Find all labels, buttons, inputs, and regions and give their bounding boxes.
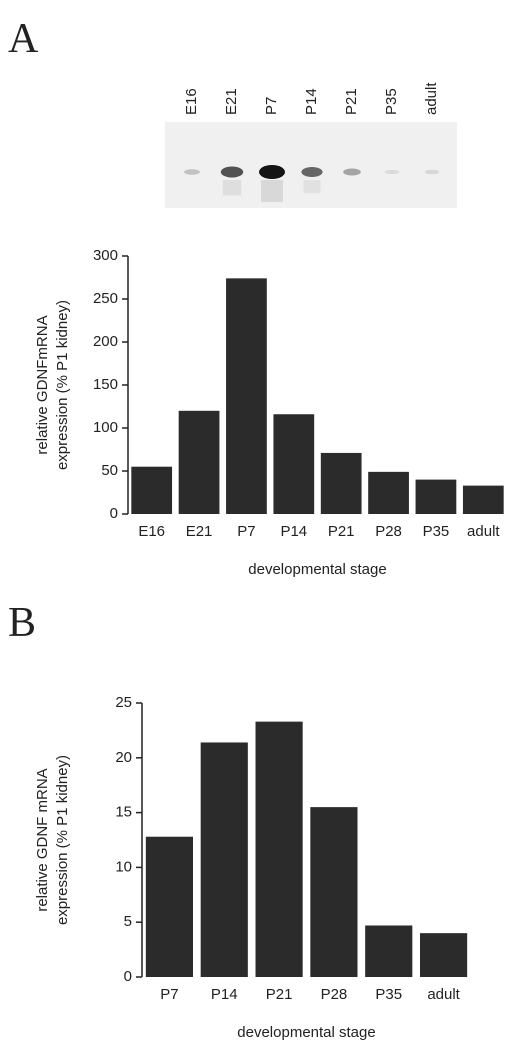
lane-label: P35 xyxy=(383,88,400,115)
bar xyxy=(178,410,220,514)
chart-b: 0 5 10 15 20 25 P7 P14 P21 P28 P35 adult development… xyxy=(34,694,468,1041)
y-axis-title-line1: relative GDNF mRNA xyxy=(34,768,51,911)
y-tick-label: 150 xyxy=(93,376,118,393)
x-tick-label: P28 xyxy=(375,523,402,540)
y-tick-label: 300 xyxy=(93,247,118,264)
y-axis-title-line2: expression (% P1 kidney) xyxy=(54,755,71,925)
bar xyxy=(200,742,248,977)
bar xyxy=(131,466,173,514)
y-tick-label: 250 xyxy=(93,290,118,307)
y-tick-label: 0 xyxy=(124,968,132,985)
chart-a: 0 50 100 150 200 250 300 E16 E21 P7 P14 P21 P28 P35 ad… xyxy=(34,247,504,578)
y-tick-label: 25 xyxy=(115,694,132,711)
lane-label: P7 xyxy=(263,97,280,115)
x-tick-label: P35 xyxy=(375,986,402,1003)
northern-blot: E16 E21 P7 P14 P21 P35 adult xyxy=(165,82,457,208)
bar xyxy=(462,485,504,514)
y-tick-label: 20 xyxy=(115,749,132,766)
blot-band xyxy=(424,169,440,175)
bar xyxy=(368,471,409,514)
blot-band xyxy=(184,169,200,175)
x-tick-label: P14 xyxy=(280,523,307,540)
blot-membrane xyxy=(165,122,457,208)
y-tick-label: 50 xyxy=(101,462,118,479)
x-tick-label: P7 xyxy=(160,986,178,1003)
x-tick-label: adult xyxy=(467,523,500,540)
lane-label: P14 xyxy=(303,88,320,115)
blot-band xyxy=(343,168,361,176)
y-axis-title-line2: expression (% P1 kidney) xyxy=(54,300,71,470)
y-axis-title-line1: relative GDNFmRNA xyxy=(34,315,51,454)
lane-label: E21 xyxy=(223,88,240,115)
blot-smear xyxy=(261,180,283,202)
blot-band xyxy=(259,165,285,179)
lane-label: P21 xyxy=(343,88,360,115)
x-tick-label: P14 xyxy=(211,986,238,1003)
x-tick-label: P35 xyxy=(423,523,450,540)
bar xyxy=(145,836,193,977)
bar xyxy=(415,479,457,514)
x-axis-title: developmental stage xyxy=(237,1024,375,1041)
panel-letter-a: A xyxy=(8,16,39,62)
y-tick-label: 200 xyxy=(93,333,118,350)
blot-band xyxy=(384,169,400,175)
blot-smear xyxy=(303,180,321,194)
x-tick-label: E21 xyxy=(186,523,213,540)
y-tick-label: 100 xyxy=(93,419,118,436)
lane-label: adult xyxy=(423,82,440,115)
y-tick-label: 5 xyxy=(124,913,132,930)
y-tick-label: 15 xyxy=(115,804,132,821)
bar xyxy=(420,933,468,977)
bar xyxy=(365,925,413,977)
x-tick-label: E16 xyxy=(138,523,165,540)
lane-label: E16 xyxy=(183,88,200,115)
panel-letter-b: B xyxy=(8,600,36,646)
y-tick-label: 0 xyxy=(110,505,118,522)
bar xyxy=(320,452,362,514)
x-tick-label: adult xyxy=(427,986,460,1003)
blot-band xyxy=(301,167,323,177)
x-tick-label: P21 xyxy=(328,523,355,540)
blot-smear xyxy=(222,180,242,196)
blot-band xyxy=(220,166,244,178)
x-tick-label: P7 xyxy=(237,523,255,540)
y-tick-label: 10 xyxy=(115,858,132,875)
bar xyxy=(226,278,267,514)
x-tick-label: P21 xyxy=(266,986,293,1003)
bar xyxy=(255,721,303,977)
bar xyxy=(310,807,358,977)
bar xyxy=(273,414,315,514)
x-axis-title: developmental stage xyxy=(248,561,386,578)
x-tick-label: P28 xyxy=(321,986,348,1003)
